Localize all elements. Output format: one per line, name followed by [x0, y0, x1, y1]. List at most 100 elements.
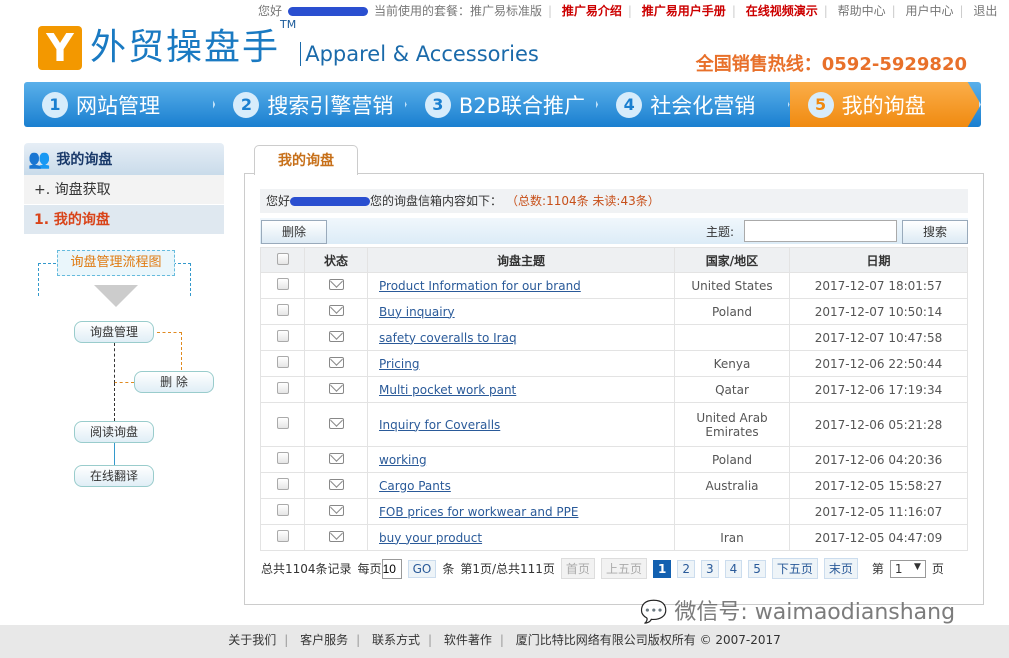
envelope-icon — [328, 530, 344, 542]
delete-button[interactable]: 删除 — [261, 220, 327, 244]
nav-website[interactable]: 1 网站管理 — [24, 82, 216, 127]
row-select[interactable] — [260, 524, 305, 551]
footer-copyright-software[interactable]: 软件著作 — [443, 633, 492, 647]
row-checkbox[interactable] — [276, 330, 289, 342]
nav-number: 3 — [424, 91, 451, 118]
page-4[interactable]: 4 — [724, 559, 743, 578]
page-1[interactable]: 1 — [652, 559, 672, 578]
row-checkbox[interactable] — [276, 530, 289, 542]
link-video[interactable]: 在线视频演示 — [745, 4, 818, 18]
table-row: Cargo Pants Australia 2017-12-05 15:58:2… — [260, 472, 968, 499]
subject-link[interactable]: FOB prices for workwear and PPE — [379, 504, 579, 519]
row-select[interactable] — [260, 350, 305, 377]
first-page-button[interactable]: 首页 — [560, 558, 595, 579]
subject-link[interactable]: safety coveralls to Iraq — [379, 330, 517, 345]
row-select[interactable] — [260, 498, 305, 525]
go-button[interactable]: GO — [407, 559, 437, 578]
row-status — [304, 324, 368, 351]
row-checkbox[interactable] — [276, 382, 289, 394]
greet-prefix: 您好 — [266, 194, 291, 208]
row-checkbox[interactable] — [276, 478, 289, 490]
flow-translate[interactable]: 在线翻译 — [74, 465, 154, 487]
flow-connector — [114, 383, 115, 421]
last-page-button[interactable]: 末页 — [823, 558, 858, 579]
row-checkbox[interactable] — [276, 304, 289, 316]
table-row: Pricing Kenya 2017-12-06 22:50:44 — [260, 350, 968, 377]
row-select[interactable] — [260, 472, 305, 499]
row-status — [304, 472, 368, 499]
nav-label: 我的询盘 — [841, 93, 926, 118]
per-page-input[interactable] — [381, 558, 402, 579]
row-subject: Product Information for our brand — [367, 272, 675, 299]
inquiry-counts: （总数:1104条 未读:43条） — [512, 194, 660, 208]
nav-b2b[interactable]: 3 B2B联合推广 — [407, 82, 599, 127]
flow-manage[interactable]: 询盘管理 — [74, 321, 154, 343]
dropdown-arrow-icon: ▼ — [914, 561, 921, 572]
row-country — [674, 498, 790, 525]
subject-link[interactable]: Pricing — [379, 356, 420, 371]
envelope-icon — [328, 382, 344, 394]
subject-link[interactable]: Product Information for our brand — [379, 278, 581, 293]
footer-service[interactable]: 客户服务 — [300, 633, 349, 647]
sidebar-item-get-inquiry[interactable]: +. 询盘获取 — [24, 175, 224, 205]
select-all-header[interactable] — [260, 247, 305, 273]
unit-label: 条 — [442, 562, 455, 576]
row-status — [304, 350, 368, 377]
sidebar-item-my-inquiry[interactable]: 1. 我的询盘 — [24, 205, 224, 235]
footer-about[interactable]: 关于我们 — [228, 633, 277, 647]
next-five-button[interactable]: 下五页 — [771, 558, 818, 579]
flow-delete[interactable]: 删 除 — [134, 371, 214, 393]
page-select[interactable]: 1 ▼ — [889, 559, 926, 578]
flow-connector — [114, 343, 134, 383]
subject-link[interactable]: working — [379, 452, 427, 467]
subject-link[interactable]: Multi pocket work pant — [379, 382, 517, 397]
header-subject: 询盘主题 — [367, 247, 675, 273]
row-checkbox[interactable] — [276, 356, 289, 368]
subject-link[interactable]: buy your product — [379, 530, 483, 545]
logo: Y 外贸操盘手 TM Apparel & Accessories — [38, 18, 539, 70]
link-manual[interactable]: 推广易用户手册 — [641, 4, 726, 18]
link-help[interactable]: 帮助中心 — [837, 4, 886, 18]
search-button[interactable]: 搜索 — [902, 220, 968, 244]
page-2[interactable]: 2 — [677, 559, 695, 578]
flow-read[interactable]: 阅读询盘 — [74, 421, 154, 443]
row-select[interactable] — [260, 402, 305, 447]
row-subject: Buy inquairy — [367, 298, 675, 325]
row-select[interactable] — [260, 376, 305, 403]
row-select[interactable] — [260, 324, 305, 351]
trademark: TM — [280, 18, 297, 31]
sidebar-title: 我的询盘 — [56, 152, 113, 168]
nav-number: 4 — [616, 91, 643, 118]
select-all-checkbox[interactable] — [276, 252, 289, 265]
sidebar-header: 👥 我的询盘 — [24, 143, 224, 175]
row-select[interactable] — [260, 298, 305, 325]
nav-social[interactable]: 4 社会化营销 — [598, 82, 790, 127]
row-status — [304, 446, 368, 473]
row-date: 2017-12-06 04:20:36 — [789, 446, 968, 473]
sales-hotline: 全国销售热线：0592-5929820 — [695, 54, 967, 75]
page-3[interactable]: 3 — [700, 559, 719, 578]
row-select[interactable] — [260, 446, 305, 473]
sidebar: 👥 我的询盘 +. 询盘获取 1. 我的询盘 — [24, 143, 224, 235]
row-checkbox[interactable] — [276, 504, 289, 516]
link-logout[interactable]: 退出 — [973, 4, 998, 18]
subject-link[interactable]: Cargo Pants — [379, 478, 451, 493]
row-select[interactable] — [260, 272, 305, 299]
inquiry-table: 状态 询盘主题 国家/地区 日期 Product Information for… — [260, 247, 968, 551]
tab-my-inquiry[interactable]: 我的询盘 — [254, 145, 358, 175]
row-checkbox[interactable] — [276, 452, 289, 464]
footer-contact[interactable]: 联系方式 — [371, 633, 420, 647]
subject-link[interactable]: Inquiry for Coveralls — [379, 417, 501, 432]
row-checkbox[interactable] — [276, 278, 289, 290]
nav-seo[interactable]: 2 搜索引擎营销 — [215, 82, 407, 127]
link-user-center[interactable]: 用户中心 — [905, 4, 954, 18]
page-5[interactable]: 5 — [748, 559, 766, 578]
subject-input[interactable] — [744, 220, 897, 242]
prev-five-button[interactable]: 上五页 — [600, 558, 647, 579]
link-intro[interactable]: 推广易介绍 — [561, 4, 622, 18]
nav-inquiry[interactable]: 5 我的询盘 — [789, 82, 981, 127]
toolbar: 删除 主题: 搜索 — [260, 218, 968, 244]
row-checkbox[interactable] — [276, 417, 289, 429]
subject-link[interactable]: Buy inquairy — [379, 304, 455, 319]
table-row: safety coveralls to Iraq 2017-12-07 10:4… — [260, 324, 968, 351]
